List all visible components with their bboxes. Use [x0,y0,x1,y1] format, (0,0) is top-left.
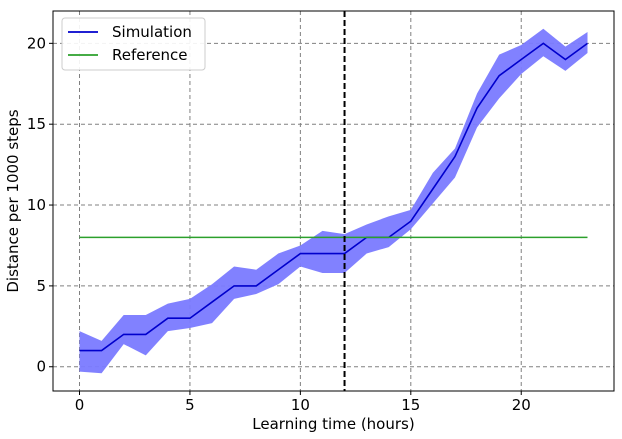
legend-label-reference: Reference [112,46,188,64]
y-axis-label: Distance per 1000 steps [4,109,22,292]
simulation-line [79,42,588,352]
plot-frame [52,10,615,392]
legend-label-simulation: Simulation [112,23,192,41]
legend-box [61,17,206,71]
simulation-band [79,28,588,374]
grid [53,11,614,391]
y-tick-label: 0 [36,358,46,376]
y-tick-label: 15 [27,115,46,133]
y-tick-label: 20 [27,34,46,52]
y-tick-label: 10 [27,196,46,214]
x-tick-label: 20 [512,396,531,414]
x-tick-label: 5 [185,396,195,414]
legend: Simulation Reference [61,17,206,71]
series-lines [79,42,588,352]
x-axis-label: Learning time (hours) [252,415,414,433]
x-tick-label: 0 [75,396,85,414]
confidence-bands [79,28,588,374]
x-tick-label: 10 [291,396,310,414]
x-tick-label: 15 [401,396,420,414]
axis-ticks: 0 5 10 15 20 0 5 10 15 20 [27,34,531,414]
y-tick-label: 5 [36,277,46,295]
